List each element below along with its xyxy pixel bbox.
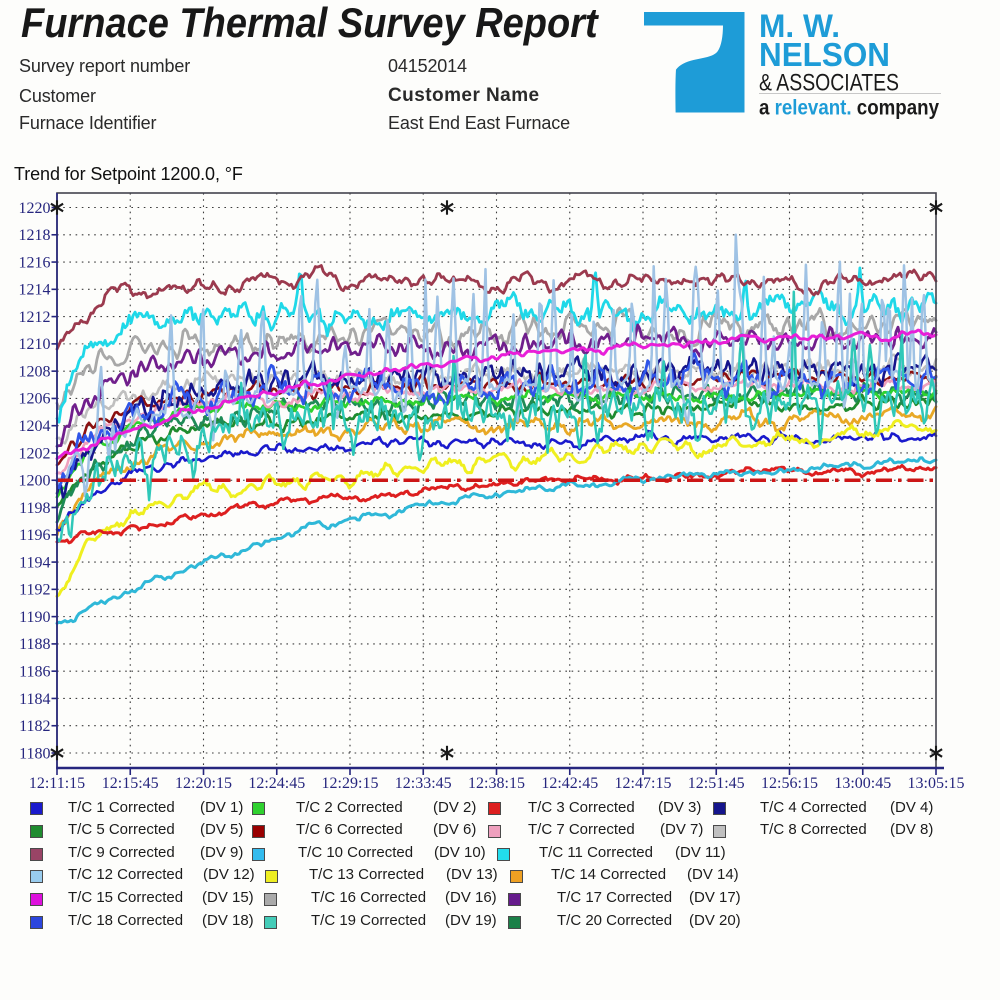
svg-text:12:20:15: 12:20:15 (175, 775, 232, 792)
svg-text:a relevant. company: a relevant. company (759, 97, 939, 120)
svg-text:1188: 1188 (19, 636, 50, 653)
svg-text:1190: 1190 (19, 609, 50, 626)
svg-text:1194: 1194 (19, 554, 50, 571)
svg-text:1186: 1186 (19, 664, 50, 681)
svg-text:1220: 1220 (19, 200, 51, 217)
svg-text:12:38:15: 12:38:15 (468, 775, 525, 792)
svg-text:1212: 1212 (19, 309, 51, 326)
svg-text:NELSON: NELSON (759, 36, 890, 73)
svg-text:1218: 1218 (19, 227, 51, 244)
svg-text:1210: 1210 (19, 336, 51, 353)
svg-text:12:42:45: 12:42:45 (541, 775, 598, 792)
svg-text:1184: 1184 (19, 691, 50, 708)
svg-text:1216: 1216 (19, 254, 51, 271)
svg-text:1206: 1206 (19, 391, 51, 408)
svg-text:13:05:15: 13:05:15 (908, 775, 965, 792)
svg-text:12:11:15: 12:11:15 (29, 775, 85, 792)
svg-text:1204: 1204 (19, 418, 51, 435)
svg-text:12:47:15: 12:47:15 (615, 775, 672, 792)
svg-text:13:00:45: 13:00:45 (834, 775, 891, 792)
svg-text:1180: 1180 (19, 745, 50, 762)
svg-text:1196: 1196 (19, 527, 50, 544)
svg-text:12:33:45: 12:33:45 (395, 775, 452, 792)
svg-text:1182: 1182 (19, 718, 50, 735)
svg-text:1198: 1198 (19, 500, 50, 517)
svg-text:12:15:45: 12:15:45 (102, 775, 159, 792)
svg-text:12:29:15: 12:29:15 (322, 775, 379, 792)
svg-text:1200: 1200 (19, 473, 51, 490)
svg-text:1214: 1214 (19, 282, 51, 299)
svg-text:12:51:45: 12:51:45 (688, 775, 745, 792)
svg-text:1208: 1208 (19, 363, 51, 380)
svg-text:& ASSOCIATES: & ASSOCIATES (759, 70, 899, 97)
svg-text:M. W.: M. W. (759, 8, 840, 44)
svg-text:1202: 1202 (19, 445, 51, 462)
svg-text:12:24:45: 12:24:45 (248, 775, 305, 792)
svg-text:1192: 1192 (19, 582, 50, 599)
svg-text:12:56:15: 12:56:15 (761, 775, 818, 792)
